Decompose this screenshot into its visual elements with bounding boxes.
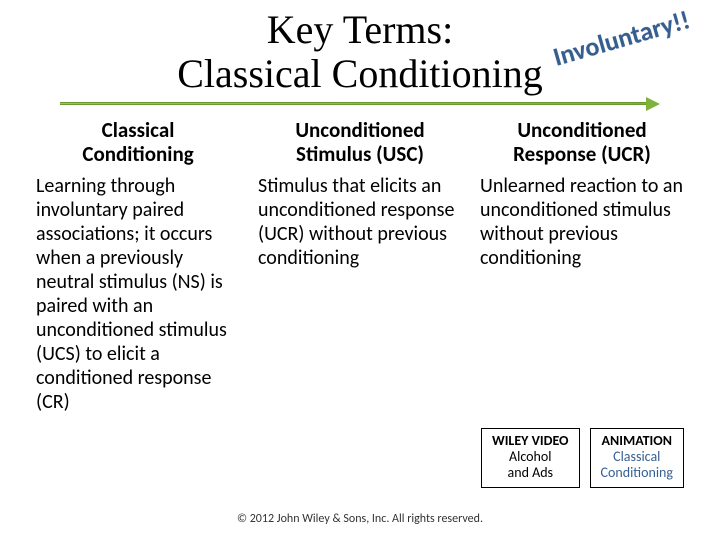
column-1-body: Learning through involuntary paired asso… (36, 174, 240, 414)
column-2: Unconditioned Stimulus (USC) Stimulus th… (258, 118, 462, 414)
col3-head-l1: Unconditioned (517, 117, 646, 143)
footer-boxes: WILEY VIDEO Alcohol and Ads ANIMATION Cl… (481, 428, 684, 488)
col1-head-l2: Conditioning (82, 141, 193, 167)
column-3: Unconditioned Response (UCR) Unlearned r… (480, 118, 684, 414)
title-line-2: Classical Conditioning (0, 52, 720, 96)
box2-sub2: Conditioning (601, 465, 673, 481)
column-3-heading: Unconditioned Response (UCR) (480, 118, 684, 166)
box1-title: WILEY VIDEO (492, 433, 569, 449)
col1-head-l1: Classical (102, 117, 175, 143)
box1-sub2: and Ads (492, 465, 569, 481)
box-animation[interactable]: ANIMATION Classical Conditioning (590, 428, 684, 488)
box2-sub1: Classical (601, 449, 673, 465)
col2-head-l2: Stimulus (USC) (296, 141, 424, 167)
arrow-head-icon (646, 97, 660, 111)
title-block: Key Terms: Classical Conditioning Involu… (0, 0, 720, 96)
box-wiley-video[interactable]: WILEY VIDEO Alcohol and Ads (481, 428, 580, 488)
column-1: Classical Conditioning Learning through … (36, 118, 240, 414)
column-2-heading: Unconditioned Stimulus (USC) (258, 118, 462, 166)
divider-arrow (60, 100, 660, 108)
box2-title: ANIMATION (601, 433, 673, 449)
columns: Classical Conditioning Learning through … (0, 108, 720, 414)
column-1-heading: Classical Conditioning (36, 118, 240, 166)
column-3-body: Unlearned reaction to an unconditioned s… (480, 174, 684, 270)
arrow-shaft (60, 102, 650, 105)
col3-head-l2: Response (UCR) (513, 141, 651, 167)
col2-head-l1: Unconditioned (295, 117, 424, 143)
box1-sub1: Alcohol (492, 449, 569, 465)
column-2-body: Stimulus that elicits an unconditioned r… (258, 174, 462, 270)
copyright: © 2012 John Wiley & Sons, Inc. All right… (0, 512, 720, 526)
